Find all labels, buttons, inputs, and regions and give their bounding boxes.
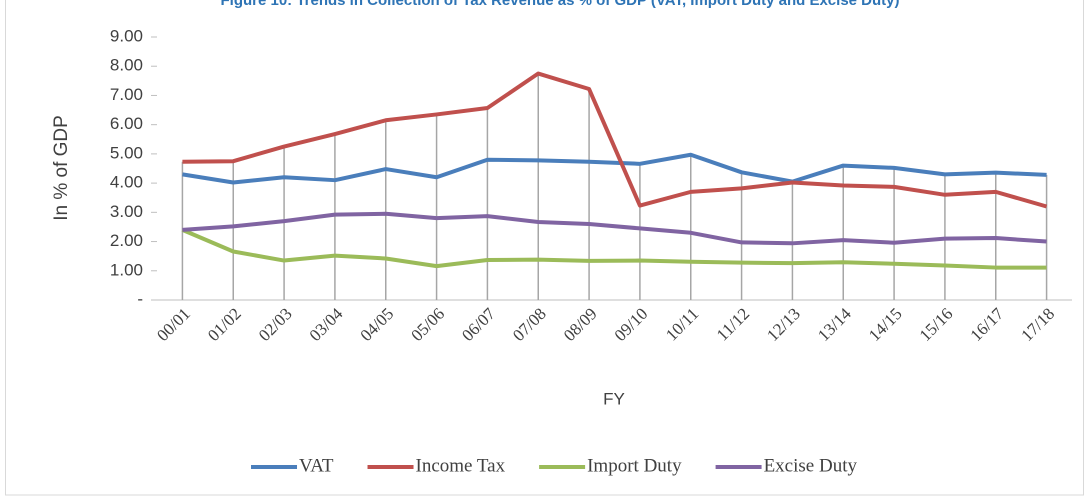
legend-label: VAT bbox=[299, 455, 334, 476]
legend-label: Import Duty bbox=[587, 455, 682, 476]
legend-label: Income Tax bbox=[416, 455, 506, 476]
series-line bbox=[182, 211, 1047, 246]
series-line bbox=[182, 152, 1047, 185]
x-axis-label: FY bbox=[603, 389, 625, 408]
chart-title: Figure 10: Trends in Collection of Tax R… bbox=[220, 0, 899, 9]
y-tick-label: 9.00 bbox=[110, 26, 143, 45]
legend-label: Excise Duty bbox=[764, 455, 858, 476]
y-axis-label: In % of GDP bbox=[51, 115, 72, 221]
y-tick-label: 4.00 bbox=[110, 173, 143, 192]
y-tick-label: - bbox=[137, 289, 143, 308]
chart-frame bbox=[5, 0, 1084, 496]
y-tick-label: 8.00 bbox=[110, 56, 143, 75]
y-tick-label: 3.00 bbox=[110, 202, 143, 221]
y-tick-label: 5.00 bbox=[110, 143, 143, 162]
y-tick-label: 7.00 bbox=[110, 85, 143, 104]
y-tick-label: 6.00 bbox=[110, 114, 143, 133]
y-tick-label: 1.00 bbox=[110, 260, 143, 279]
legend: VAT Income Tax Import Duty Excise Duty bbox=[251, 455, 857, 476]
series-line bbox=[182, 71, 1048, 209]
series-line bbox=[181, 228, 1047, 270]
y-tick-label: 2.00 bbox=[110, 231, 143, 250]
